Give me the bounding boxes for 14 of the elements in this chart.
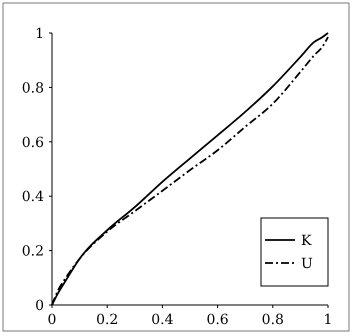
legend-label: K (301, 233, 312, 249)
x-tick-label: 0.2 (96, 312, 118, 328)
x-tick-label: 0.6 (206, 312, 229, 328)
y-tick-label: 1 (35, 26, 44, 42)
legend-label: U (301, 256, 313, 272)
y-tick-label: 0.2 (22, 244, 44, 260)
y-tick-label: 0.8 (22, 80, 44, 96)
y-tick-label: 0.4 (22, 189, 44, 206)
x-tick-label: 0 (48, 312, 56, 328)
y-tick-label: 0.6 (22, 134, 44, 151)
x-tick-label: 1 (324, 312, 332, 328)
x-tick-label: 0.4 (151, 312, 174, 328)
x-tick-label: 0.8 (262, 312, 284, 328)
y-tick-label: 0 (35, 298, 44, 314)
